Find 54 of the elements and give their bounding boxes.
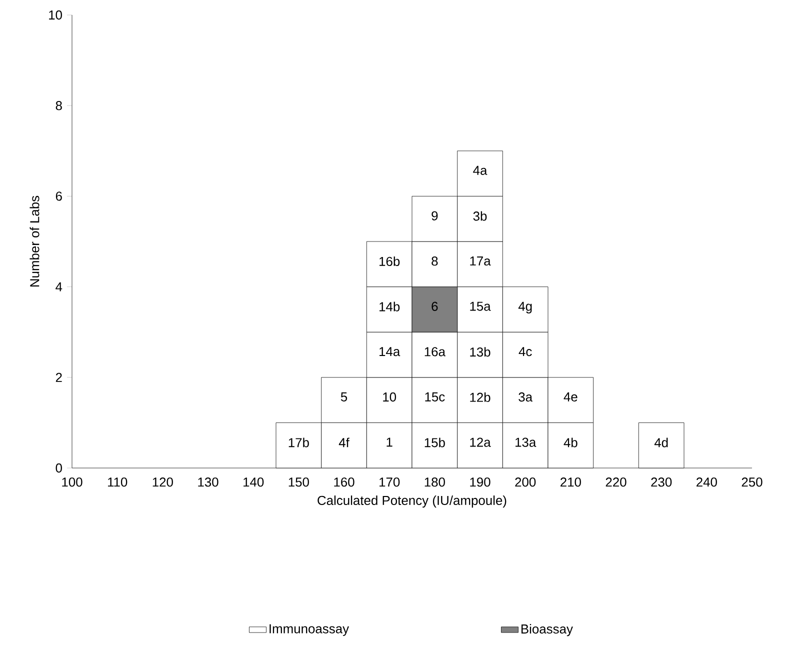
annotation: 12b: [470, 392, 490, 402]
y-axis-title: Number of Labs: [30, 196, 40, 287]
y-tick-label: 8: [56, 101, 62, 110]
legend-label: Immunoassay: [270, 624, 350, 636]
legend-label: Bioassay: [521, 624, 573, 636]
annotation: 17a: [470, 256, 491, 266]
annotation: 10: [383, 392, 396, 402]
y-tick-label: 10: [49, 10, 62, 20]
x-tick-label: 190: [470, 478, 490, 487]
annotation: 4a: [473, 166, 488, 175]
x-tick-label: 210: [560, 478, 581, 487]
annotation: 4c: [518, 347, 532, 356]
annotation: 3a: [518, 392, 533, 402]
y-tick-label: 6: [56, 192, 62, 201]
x-tick-label: 150: [288, 478, 309, 487]
x-tick-label: 160: [334, 478, 354, 487]
x-tick-label: 180: [424, 478, 445, 487]
x-axis-title: Calculated Potency (IU/ampoule): [318, 496, 506, 508]
annotation: 9: [432, 211, 438, 220]
y-tick-label: 4: [56, 282, 62, 292]
annotation: 6: [432, 302, 438, 311]
annotation: 1: [386, 438, 392, 447]
annotation: 14b: [380, 302, 400, 312]
annotation: 4e: [564, 392, 578, 402]
x-tick-label: 200: [515, 478, 536, 487]
x-tick-label: 220: [606, 478, 626, 487]
x-tick-label: 120: [152, 478, 173, 487]
x-tick-label: 250: [742, 478, 762, 487]
annotation: 8: [432, 256, 438, 266]
annotation: 4d: [654, 438, 668, 448]
x-tick-label: 100: [62, 478, 82, 487]
x-tick-label: 130: [198, 478, 218, 487]
x-tick-label: 240: [696, 478, 717, 487]
annotation: 15a: [470, 302, 491, 311]
x-tick-label: 170: [380, 478, 400, 487]
annotation: 13a: [516, 438, 536, 447]
annotation: 4f: [338, 438, 350, 448]
annotation: 15c: [425, 392, 445, 402]
annotation: 13b: [470, 347, 490, 357]
annotation: 16a: [424, 347, 446, 356]
annotation: 3b: [473, 211, 487, 221]
x-tick-label: 110: [108, 478, 128, 487]
y-tick-label: 0: [56, 463, 62, 473]
annotation: 17b: [288, 438, 309, 448]
annotation: 4b: [564, 438, 578, 448]
annotation: 12a: [470, 438, 491, 447]
annotation: 14a: [380, 347, 400, 356]
x-tick-label: 140: [244, 478, 264, 487]
x-tick-label: 230: [651, 478, 672, 487]
annotation: 5: [340, 392, 348, 402]
annotation: 15b: [424, 438, 445, 448]
y-tick-label: 2: [56, 372, 62, 382]
annotation: 16b: [380, 256, 400, 266]
annotation: 4g: [518, 302, 532, 314]
